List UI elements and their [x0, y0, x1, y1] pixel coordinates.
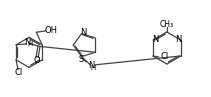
Text: N: N — [24, 38, 30, 47]
Text: H: H — [91, 65, 96, 71]
Text: O: O — [33, 56, 40, 65]
Text: OH: OH — [45, 26, 58, 35]
Text: Cl: Cl — [160, 52, 168, 61]
Text: N: N — [81, 28, 87, 37]
Text: S: S — [78, 55, 84, 64]
Text: CH₃: CH₃ — [160, 20, 174, 29]
Text: Cl: Cl — [14, 68, 23, 78]
Text: N: N — [175, 35, 182, 44]
Text: N: N — [88, 61, 94, 70]
Text: H: H — [27, 41, 32, 47]
Text: N: N — [152, 35, 158, 44]
